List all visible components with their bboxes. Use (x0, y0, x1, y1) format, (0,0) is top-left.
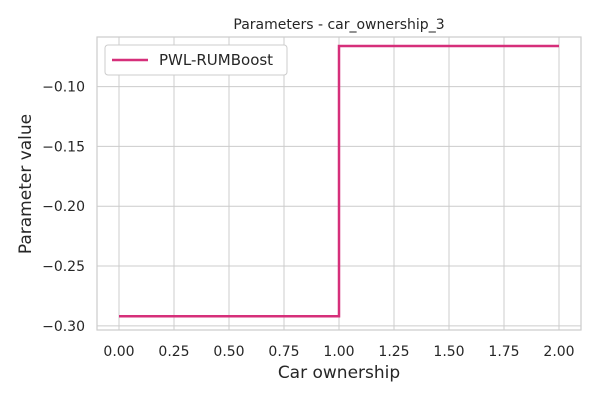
x-tick-labels: 0.00 0.25 0.50 0.75 1.00 1.25 1.50 1.75 2.00 (103, 344, 574, 360)
y-tick-labels: −0.30 −0.25 −0.20 −0.15 −0.10 (42, 80, 85, 335)
y-tick-label: −0.25 (42, 259, 85, 275)
x-tick-label: 2.00 (543, 344, 574, 360)
x-tick-label: 1.75 (488, 344, 519, 360)
x-tick-label: 1.25 (378, 344, 409, 360)
x-tick-label: 1.50 (433, 344, 464, 360)
series-lines (119, 44, 559, 318)
x-tick-label: 0.00 (103, 344, 134, 360)
x-tick-label: 0.50 (213, 344, 244, 360)
plot-frame (96, 36, 582, 331)
series-line (119, 44, 559, 318)
legend-box (104, 44, 288, 76)
y-tick-label: −0.20 (42, 199, 85, 215)
legend-label: PWL-RUMBoost (159, 51, 273, 69)
x-tick-label: 1.00 (323, 344, 354, 360)
chart-title: Parameters - car_ownership_3 (233, 17, 444, 33)
x-tick-label: 0.25 (158, 344, 189, 360)
x-tick-label: 0.75 (268, 344, 299, 360)
y-tick-label: −0.15 (42, 139, 85, 155)
x-axis-label: Car ownership (278, 363, 400, 383)
y-tick-label: −0.10 (42, 80, 85, 96)
y-tick-label: −0.30 (42, 319, 85, 335)
legend: PWL-RUMBoost (104, 44, 288, 76)
y-axis-label: Parameter value (16, 114, 36, 254)
